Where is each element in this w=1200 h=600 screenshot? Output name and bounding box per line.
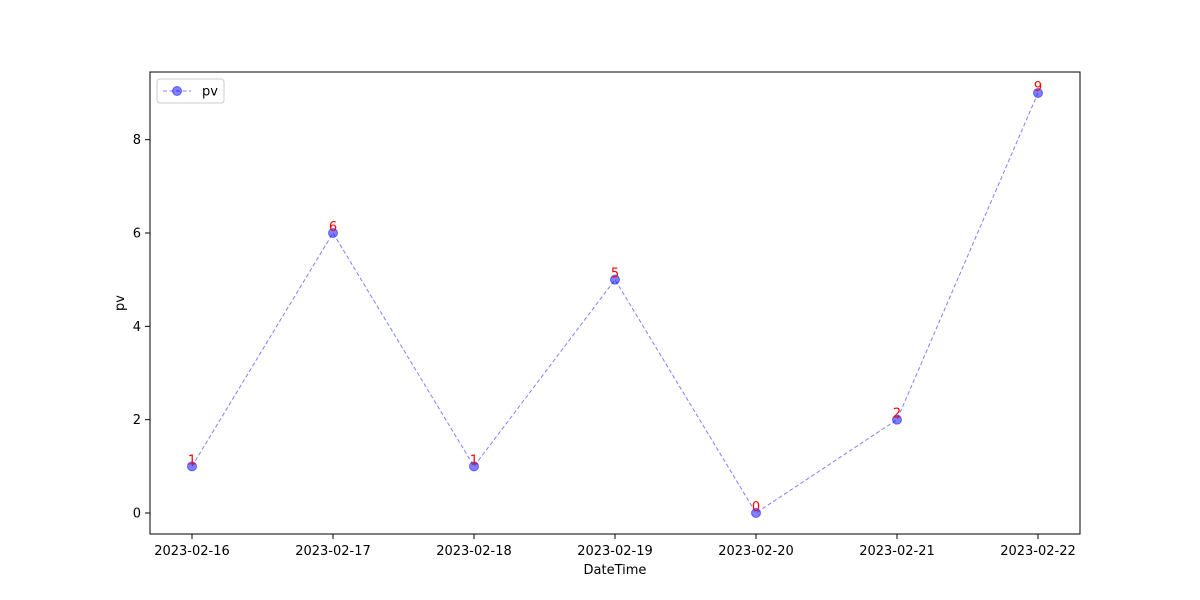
x-tick-label: 2023-02-20 [718,544,794,559]
x-tick-label: 2023-02-17 [295,544,371,559]
data-label: 0 [752,500,760,515]
legend-marker-swatch [172,86,182,96]
data-point [187,461,197,472]
y-tick-label: 0 [133,507,141,522]
data-label: 1 [470,453,478,468]
data-label: 9 [1034,80,1042,95]
y-axis-ticks: 0 2 4 6 8 [133,133,150,522]
x-tick-label: 2023-02-21 [859,544,935,559]
data-point [751,508,761,518]
data-label: 2 [893,407,901,422]
y-axis-title: pv [113,295,128,311]
data-point [610,274,620,285]
x-tick-label: 2023-02-16 [154,544,230,559]
x-tick-label: 2023-02-18 [436,544,512,559]
series-markers [187,88,1043,518]
data-label: 1 [188,453,196,468]
legend-label: pv [202,85,218,100]
data-point [892,414,902,425]
y-tick-label: 8 [133,133,141,148]
data-point [1033,88,1043,98]
data-point [469,461,479,472]
legend: pv [156,78,225,104]
x-axis-title: DateTime [584,563,647,578]
data-labels: 1 6 1 5 0 2 9 [188,80,1042,515]
y-tick-label: 6 [133,227,141,242]
x-tick-label: 2023-02-19 [577,544,653,559]
data-label: 5 [611,267,619,282]
x-tick-label: 2023-02-22 [1000,544,1076,559]
data-point [328,228,338,238]
data-label: 6 [329,220,337,235]
y-tick-label: 2 [133,413,141,428]
y-tick-label: 4 [133,320,141,335]
plot-area [149,71,1081,535]
x-axis-ticks: 2023-02-16 2023-02-17 2023-02-18 2023-02-19… [154,534,1076,559]
